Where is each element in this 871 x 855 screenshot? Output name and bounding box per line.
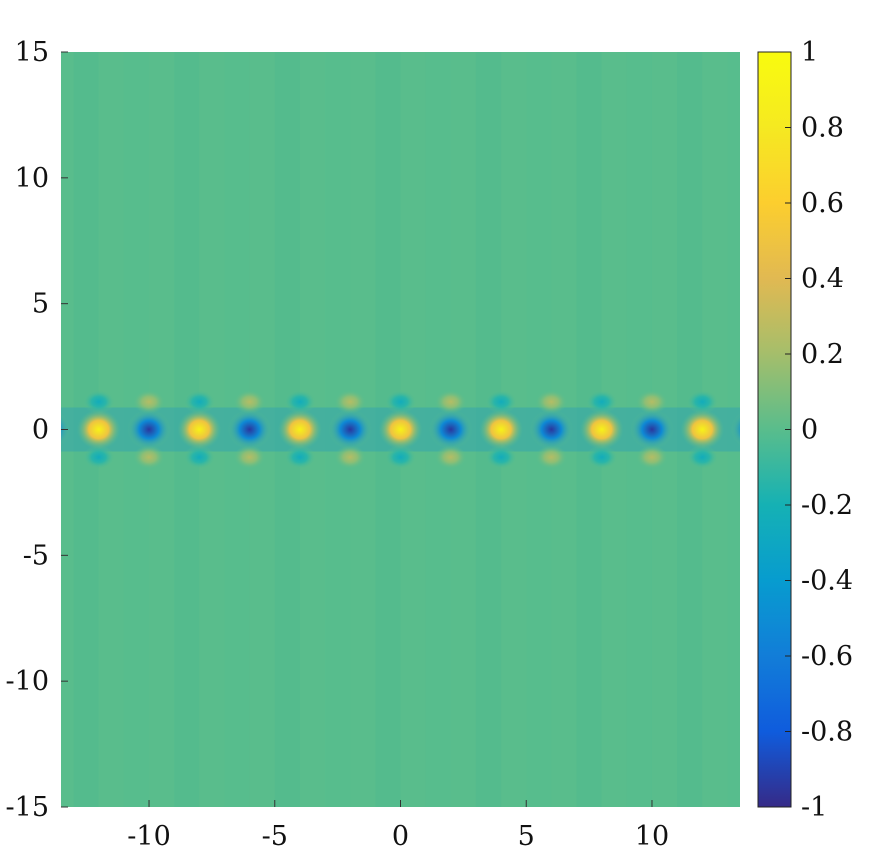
side-lobe [585, 445, 618, 470]
colorbar-tick-label: 0.4 [801, 264, 844, 295]
peak-blob [76, 409, 121, 450]
side-lobe [535, 445, 568, 470]
y-tick-label: 0 [32, 415, 49, 446]
x-tick-label: -5 [262, 821, 288, 852]
side-lobe [635, 445, 668, 470]
trough-blob [529, 409, 574, 450]
side-lobe [485, 389, 518, 414]
colorbar-tick-label: 0.6 [801, 188, 844, 219]
colorbar-tick-label: 0 [801, 415, 818, 446]
side-lobe [82, 389, 115, 414]
side-lobe [434, 389, 467, 414]
side-lobe [384, 445, 417, 470]
side-lobe [283, 445, 316, 470]
y-tick-label: 10 [15, 163, 49, 194]
trough-blob [227, 409, 272, 450]
colorbar-tick-label: -1 [801, 792, 827, 823]
x-tick-label: 0 [392, 821, 409, 852]
x-tick-label: 5 [518, 821, 535, 852]
side-lobe [434, 445, 467, 470]
colorbar: -1 -0.8 -0.6 -0.4 -0.2 0 0.2 0.4 0.6 0.8 1 [757, 37, 853, 823]
side-lobe [133, 389, 166, 414]
side-lobe [183, 389, 216, 414]
side-lobe [585, 389, 618, 414]
side-lobe [233, 445, 266, 470]
trough-blob [127, 409, 172, 450]
colorbar-tick-label: 1 [801, 37, 818, 68]
side-lobe [535, 389, 568, 414]
side-lobe [133, 445, 166, 470]
side-lobe [384, 389, 417, 414]
y-tick-label: -5 [23, 540, 49, 571]
peak-blob [680, 409, 725, 450]
side-lobe [82, 445, 115, 470]
side-lobe [686, 445, 719, 470]
x-tick-label: 10 [635, 821, 669, 852]
peak-blob [579, 409, 624, 450]
colorbar-tick-label: -0.4 [801, 566, 853, 597]
trough-blob [629, 409, 674, 450]
peak-blob [177, 409, 222, 450]
side-lobe [183, 445, 216, 470]
plot-area [61, 52, 740, 807]
side-lobe [334, 389, 367, 414]
x-tick-label: -10 [127, 821, 170, 852]
peak-blob [378, 409, 423, 450]
colorbar-tick-label: -0.6 [801, 641, 853, 672]
colorbar-tick-label: -0.2 [801, 490, 853, 521]
trough-blob [328, 409, 373, 450]
side-lobe [283, 389, 316, 414]
y-tick-label: -15 [6, 792, 49, 823]
side-lobe [485, 445, 518, 470]
side-lobe [635, 389, 668, 414]
colorbar-tick-label: 0.8 [801, 113, 844, 144]
trough-blob [730, 413, 740, 446]
side-lobe [334, 445, 367, 470]
colorbar-tick-label: -0.8 [801, 717, 853, 748]
colorbar-tick-label: 0.2 [801, 339, 844, 370]
trough-blob [428, 409, 473, 450]
peak-blob [277, 409, 322, 450]
y-tick-label: 5 [32, 289, 49, 320]
side-lobe [233, 389, 266, 414]
y-tick-label: 15 [15, 37, 49, 68]
side-lobe [686, 389, 719, 414]
y-tick-label: -10 [6, 666, 49, 697]
axes: -10 -5 0 5 10 -15 -10 -5 0 5 10 15 [6, 37, 670, 852]
peak-blob [479, 409, 524, 450]
